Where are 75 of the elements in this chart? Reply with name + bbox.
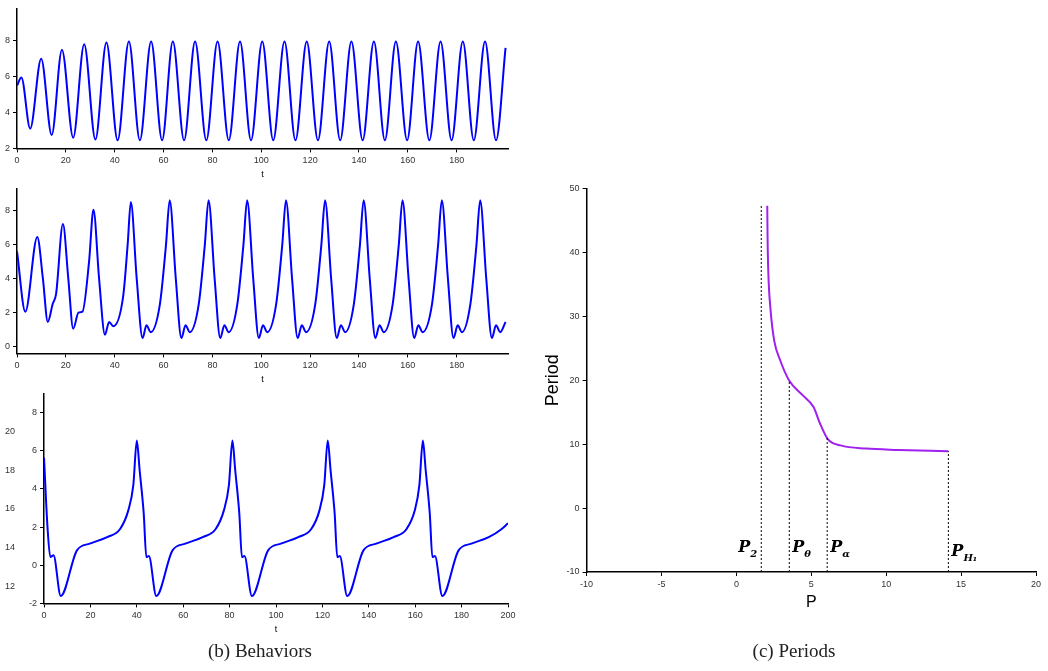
x-axis-title: t (274, 624, 278, 635)
x-tick-label: 120 (302, 155, 318, 166)
x-tick-label: 160 (407, 610, 423, 621)
x-tick-label: 20 (60, 155, 71, 166)
x-tick-label: 120 (302, 360, 318, 371)
x-tick-label: 60 (158, 360, 169, 371)
line-series (44, 439, 508, 597)
y-tick-label: 30 (569, 310, 580, 321)
x-tick-label: 120 (314, 610, 330, 621)
line-series (17, 40, 507, 142)
y-tick-label: -10 (566, 566, 580, 577)
x-tick-label: 140 (361, 610, 377, 621)
x-tick-label: -10 (580, 578, 594, 589)
y-tick-label: 4 (4, 106, 11, 117)
x-tick-label: 5 (808, 578, 814, 589)
x-tick-label: 180 (454, 610, 470, 621)
y-tick-label: 2 (4, 142, 11, 153)
x-axis-title: P (805, 592, 817, 610)
x-tick-label: 60 (158, 155, 169, 166)
x-tick-label: 80 (207, 360, 218, 371)
x-axis-title: t (261, 374, 265, 385)
x-tick-label: 100 (268, 610, 284, 621)
y-tick-label: 8 (32, 406, 38, 417)
x-tick-label: 100 (253, 155, 269, 166)
y2-tick-label: 12 (5, 580, 16, 591)
y-tick-label: 2 (32, 521, 38, 532)
y-tick-label: 50 (569, 182, 580, 193)
y-tick-label: 0 (574, 502, 580, 513)
x-tick-label: 100 (253, 360, 269, 371)
y-tick-label: 2 (4, 307, 11, 318)
x-tick-label: 10 (881, 578, 892, 589)
y-tick-label: 6 (4, 71, 11, 82)
x-tick-label: 0 (14, 155, 20, 166)
x-axis-title: t (261, 169, 265, 180)
x-tick-label: 180 (449, 360, 465, 371)
y-tick-label: 40 (569, 246, 580, 257)
y-tick-label: 6 (4, 239, 11, 250)
x-tick-label: 140 (351, 155, 367, 166)
x-tick-label: 140 (351, 360, 367, 371)
x-tick-label: -5 (657, 578, 666, 589)
text: (c) Periods (751, 640, 837, 662)
y2-tick-label: 14 (5, 542, 16, 553)
y-tick-label: 6 (32, 445, 38, 456)
y-tick-label: 0 (32, 559, 38, 570)
y-tick-label: 0 (4, 341, 11, 352)
x-tick-label: 40 (131, 610, 142, 621)
x-tick-label: 200 (500, 610, 516, 621)
y-tick-label: 4 (4, 273, 11, 284)
x-tick-label: 20 (60, 360, 71, 371)
x-tick-label: 160 (400, 155, 416, 166)
x-tick-label: 60 (178, 610, 189, 621)
y-tick-label: 10 (569, 438, 580, 449)
x-tick-label: 20 (1030, 578, 1042, 589)
x-tick-label: 40 (109, 155, 120, 166)
x-tick-label: 80 (207, 155, 218, 166)
y-tick-label: 8 (4, 205, 11, 215)
x-tick-label: 80 (224, 610, 235, 621)
y-axis-title: Period (541, 354, 562, 407)
x-tick-label: 0 (14, 360, 20, 371)
text: (b) Behaviors (207, 640, 313, 662)
x-tick-label: 20 (85, 610, 96, 621)
line-series (17, 199, 507, 340)
y-tick-label: 8 (4, 35, 11, 46)
line-series (766, 204, 950, 453)
x-tick-label: 15 (956, 578, 967, 589)
x-tick-label: 40 (109, 360, 120, 371)
x-tick-label: 160 (400, 360, 416, 371)
x-tick-label: 0 (41, 610, 47, 621)
x-tick-label: 0 (733, 578, 739, 589)
y-tick-label: 20 (569, 374, 580, 385)
y-tick-label: -2 (29, 597, 38, 608)
y-tick-label: 4 (32, 483, 38, 494)
y2-tick-label: 16 (5, 503, 16, 514)
x-tick-label: 180 (449, 155, 465, 166)
y2-tick-label: 18 (5, 464, 16, 475)
